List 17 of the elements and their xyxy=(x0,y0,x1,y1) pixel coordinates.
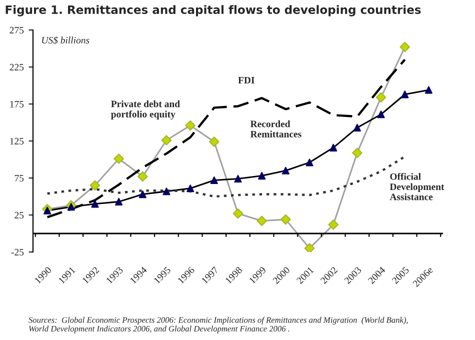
chart-title: Figure 1. Remittances and capital flows to developing countries xyxy=(6,5,421,16)
annotation: FDI xyxy=(238,77,254,84)
x-tick-label: 1991 xyxy=(58,266,76,284)
x-tick-label: 2001 xyxy=(296,266,314,284)
annotation: Official Development Assistance xyxy=(390,172,444,200)
y-tick-label: 275 xyxy=(10,26,24,34)
y-tick-label: 25 xyxy=(14,212,24,218)
x-tick-label: 1999 xyxy=(248,266,266,284)
annotation: Private debt and portfolio equity xyxy=(111,100,180,120)
source-note: Sources: Global Economic Prospects 2006: Economic Implications of Remittances and Migration (World Bank), World Development Indicators 2006, and Global Development Finance 2006 . xyxy=(28,316,408,334)
y-tick-label: 125 xyxy=(10,138,24,144)
y-tick-label: -25 xyxy=(11,248,24,256)
y-tick-label: 225 xyxy=(10,64,24,70)
y-tick-label: 175 xyxy=(10,100,24,108)
annotation: US$ billions xyxy=(42,36,90,44)
y-tick-label: 75 xyxy=(14,175,24,182)
annotation: Recorded Remittances xyxy=(250,120,302,138)
